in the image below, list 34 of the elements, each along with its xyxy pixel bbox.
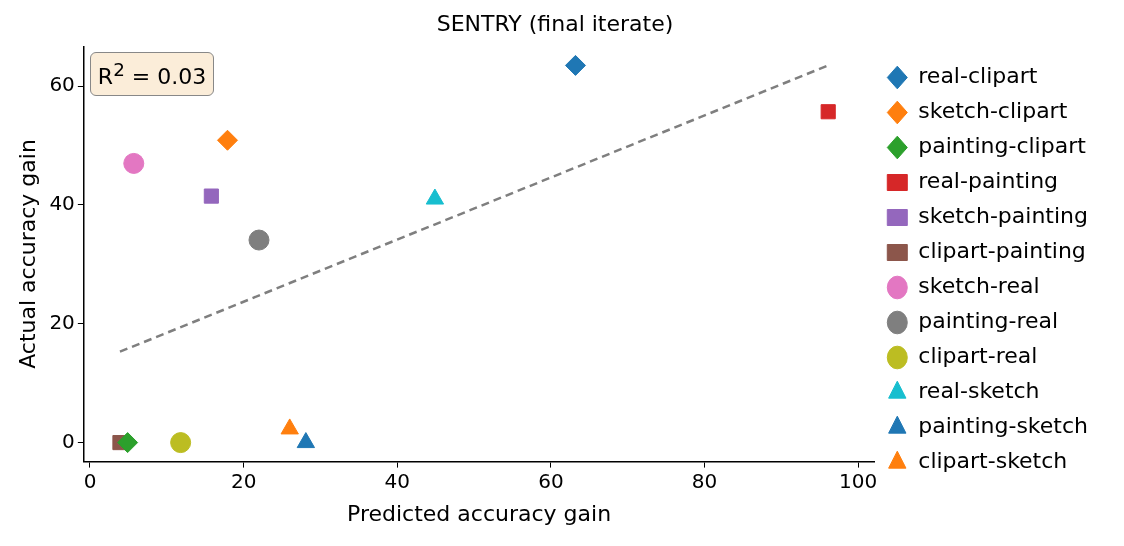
y-tick-label: 20	[49, 310, 75, 334]
x-tick-label: 60	[538, 468, 564, 493]
x-axis-title: Predicted accuracy gain	[347, 500, 612, 526]
point	[217, 129, 238, 151]
legend-label: sketch-painting	[918, 203, 1089, 229]
y-tick-label: 40	[49, 191, 75, 216]
point	[820, 104, 836, 120]
x-tick-label: 80	[691, 468, 718, 493]
annotation: R$^{2}$ = 0.03	[89, 52, 215, 96]
legend-label: sketch-clipart	[918, 98, 1068, 124]
point	[248, 229, 270, 251]
legend-label: clipart-sketch	[918, 448, 1068, 474]
legend-label: real-sketch	[918, 378, 1040, 404]
x-tick-label: 0	[83, 468, 97, 493]
legend-label: clipart-real	[918, 343, 1038, 369]
x-tick-label: 40	[384, 468, 410, 493]
point	[123, 152, 145, 174]
chart-title: SENTRY (final iterate)	[436, 10, 674, 36]
legend-label: real-clipart	[918, 63, 1038, 89]
legend-label: clipart-painting	[918, 238, 1086, 264]
x-tick-label: 100	[839, 468, 878, 493]
legend-label: painting-real	[918, 308, 1059, 334]
legend-label: real-painting	[918, 168, 1059, 194]
point	[203, 188, 219, 204]
point	[564, 54, 586, 76]
x-tick-label: 20	[230, 468, 257, 493]
legend-label: painting-sketch	[918, 413, 1089, 439]
y-tick-label: 0	[62, 428, 75, 453]
legend-label: painting-clipart	[918, 133, 1087, 159]
y-tick-label: 60	[49, 72, 75, 97]
point	[170, 432, 192, 454]
point	[117, 432, 139, 454]
y-axis-title: Actual accuracy gain	[14, 139, 40, 369]
legend-label: sketch-real	[918, 273, 1040, 299]
